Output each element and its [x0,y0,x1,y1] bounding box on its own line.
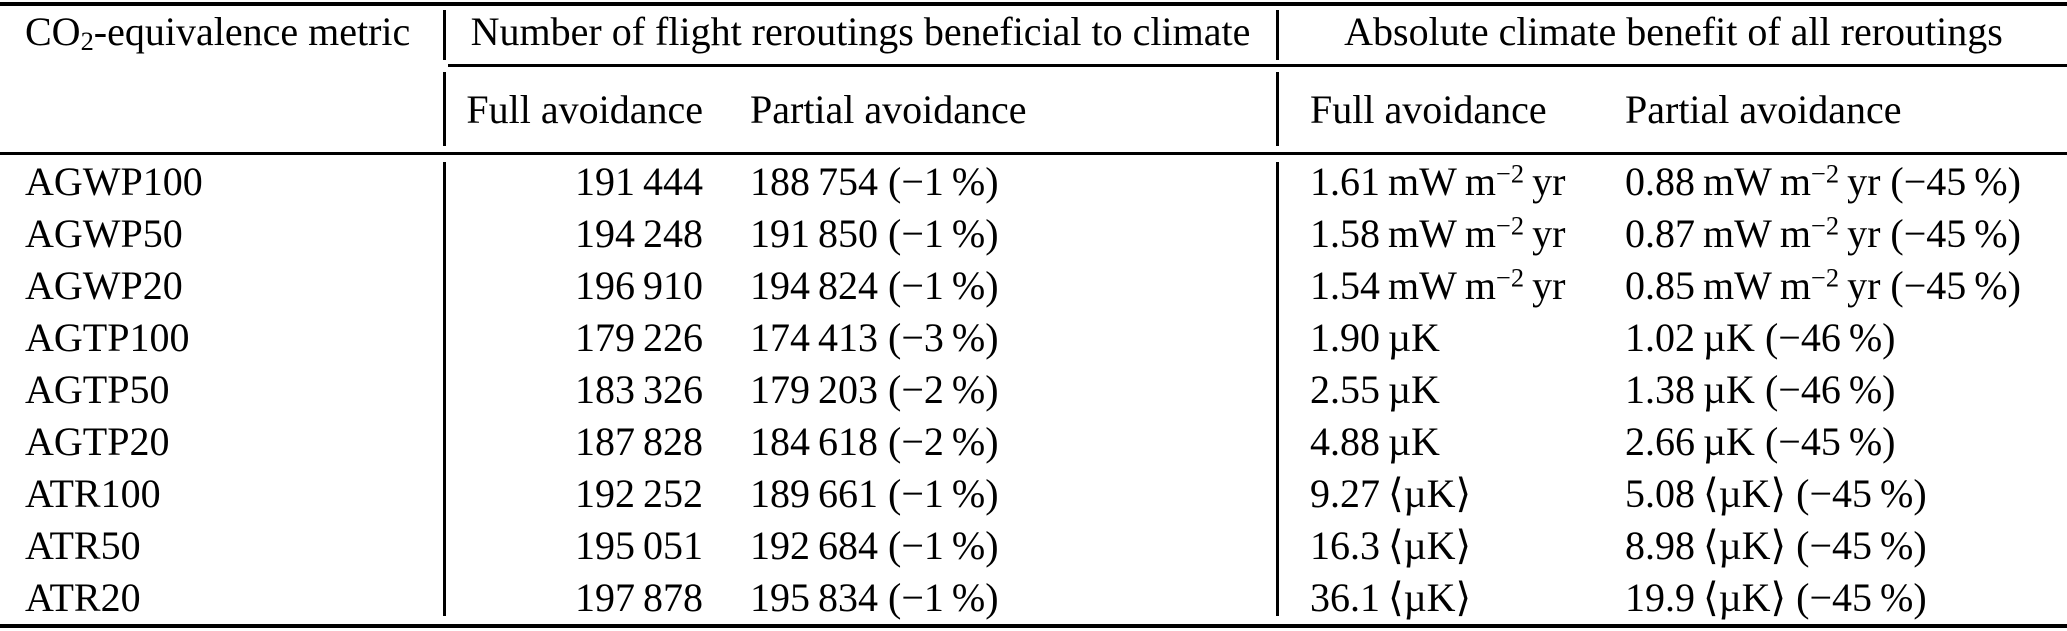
benefit-partial-cell: 0.88 mW m−2 yr (−45 %) [1625,158,2021,204]
count-full-cell: 179 226 [574,315,703,360]
benefit-partial-cell: 1.38 µK (−46 %) [1625,367,1896,412]
count-partial-cell: 191 850 (−1 %) [750,211,999,256]
metric-cell: AGWP50 [25,211,183,256]
table-rule-bottom [0,624,2067,628]
benefit-full-cell: 1.58 mW m−2 yr [1310,210,1566,256]
subheader-count-full-avoidance: Full avoidance [466,87,703,132]
count-full-cell: 183 326 [574,367,703,412]
column-separator-2 [1276,162,1279,616]
metric-cell: AGTP100 [25,315,190,360]
benefit-full-cell: 2.55 µK [1310,367,1440,412]
count-partial-cell: 194 824 (−1 %) [750,263,999,308]
benefit-partial-cell: 0.87 mW m−2 yr (−45 %) [1625,210,2021,256]
table-rule-top [0,2,2067,6]
count-full-cell: 194 248 [574,211,703,256]
table-row-agtp100: AGTP100 179 226 174 413 (−3 %) 1.90 µK 1… [0,312,2067,364]
table-row-atr50: ATR50 195 051 192 684 (−1 %) 16.3 ⟨µK⟩ 8… [0,520,2067,572]
benefit-partial-cell: 19.9 ⟨µK⟩ (−45 %) [1625,575,1927,620]
subheader-benefit-full-avoidance: Full avoidance [1310,87,1547,132]
exponent: −2 [1496,210,1525,241]
benefit-partial-cell: 8.98 ⟨µK⟩ (−45 %) [1625,523,1927,568]
sub-header-row: Full avoidance Partial avoidance Full av… [0,67,2067,152]
metric-cell: ATR50 [25,523,141,568]
co2-subscript: 2 [80,25,94,56]
count-partial-cell: 195 834 (−1 %) [750,575,999,620]
table-rule-under-subheaders [0,152,2067,155]
benefit-full-cell: 9.27 ⟨µK⟩ [1310,471,1472,516]
benefit-partial-cell: 2.66 µK (−45 %) [1625,419,1896,464]
exponent: −2 [1496,262,1525,293]
metric-cell: ATR20 [25,575,141,620]
count-partial-cell: 184 618 (−2 %) [750,419,999,464]
table-row-atr20: ATR20 197 878 195 834 (−1 %) 36.1 ⟨µK⟩ 1… [0,572,2067,624]
benefit-full-cell: 36.1 ⟨µK⟩ [1310,575,1472,620]
count-full-cell: 192 252 [574,471,703,516]
exponent: −2 [1496,158,1525,189]
metric-cell: AGTP50 [25,367,170,412]
exponent: −2 [1811,210,1840,241]
count-partial-cell: 192 684 (−1 %) [750,523,999,568]
metric-cell: AGTP20 [25,419,170,464]
benefit-full-cell: 1.54 mW m−2 yr [1310,262,1566,308]
benefit-full-cell: 1.61 mW m−2 yr [1310,158,1566,204]
benefit-full-cell: 16.3 ⟨µK⟩ [1310,523,1472,568]
table-row-atr100: ATR100 192 252 189 661 (−1 %) 9.27 ⟨µK⟩ … [0,468,2067,520]
count-full-cell: 196 910 [574,263,703,308]
benefit-full-cell: 4.88 µK [1310,419,1440,464]
group-header-reroutings: Number of flight reroutings beneficial t… [470,9,1251,54]
count-partial-cell: 188 754 (−1 %) [750,159,999,204]
count-partial-cell: 174 413 (−3 %) [750,315,999,360]
benefit-partial-cell: 0.85 mW m−2 yr (−45 %) [1625,262,2021,308]
count-full-cell: 197 878 [574,575,703,620]
subheader-benefit-partial-avoidance: Partial avoidance [1625,87,1902,132]
exponent: −2 [1811,158,1840,189]
metric-cell: AGWP100 [25,159,203,204]
subheader-count-partial-avoidance: Partial avoidance [750,87,1027,132]
table-row-agwp50: AGWP50 194 248 191 850 (−1 %) 1.58 mW m−… [0,208,2067,260]
table-rule-under-group-headers [448,64,2067,67]
table-row-agtp20: AGTP20 187 828 184 618 (−2 %) 4.88 µK 2.… [0,416,2067,468]
count-partial-cell: 179 203 (−2 %) [750,367,999,412]
benefit-partial-cell: 5.08 ⟨µK⟩ (−45 %) [1625,471,1927,516]
count-full-cell: 187 828 [574,419,703,464]
benefit-partial-cell: 1.02 µK (−46 %) [1625,315,1896,360]
group-header-row: CO2-equivalence metric Number of flight … [0,2,2067,64]
column-separator-1 [443,162,446,616]
table-row-agtp50: AGTP50 183 326 179 203 (−2 %) 2.55 µK 1.… [0,364,2067,416]
column-separator-1 [443,10,446,60]
column-separator-2 [1276,10,1279,60]
metric-cell: AGWP20 [25,263,183,308]
count-full-cell: 191 444 [574,159,703,204]
metric-column-header: CO2-equivalence metric [25,9,411,56]
count-full-cell: 195 051 [574,523,703,568]
column-separator-1 [443,72,446,146]
metric-cell: ATR100 [25,471,161,516]
benefit-full-cell: 1.90 µK [1310,315,1440,360]
table-row-agwp100: AGWP100 191 444 188 754 (−1 %) 1.61 mW m… [0,156,2067,208]
table-row-agwp20: AGWP20 196 910 194 824 (−1 %) 1.54 mW m−… [0,260,2067,312]
column-separator-2 [1276,72,1279,146]
exponent: −2 [1811,262,1840,293]
group-header-climate-benefit: Absolute climate benefit of all reroutin… [1344,9,2003,54]
count-partial-cell: 189 661 (−1 %) [750,471,999,516]
